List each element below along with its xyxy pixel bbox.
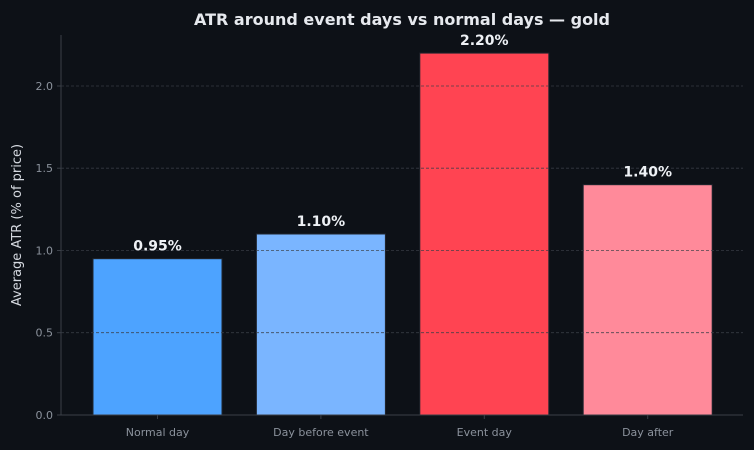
bar-3 (582, 184, 713, 416)
chart-title: ATR around event days vs normal days — g… (194, 10, 610, 29)
y-tick-label-2: 1.0 (36, 245, 54, 258)
y-tick-label-3: 1.5 (36, 162, 54, 175)
x-tick-label-1: Day before event (273, 426, 369, 439)
y-tick-label-1: 0.5 (36, 327, 54, 340)
bar-value-label-1: 1.10% (297, 214, 346, 230)
bar-0 (92, 258, 223, 416)
x-tick-label-2: Event day (457, 426, 513, 439)
bar-1 (255, 233, 386, 416)
bar-2 (419, 52, 550, 416)
bars-layer (92, 52, 713, 416)
x-tick-label-3: Day after (622, 426, 674, 439)
y-tick-label-4: 2.0 (36, 80, 54, 93)
bar-value-label-2: 2.20% (460, 33, 509, 49)
bar-value-label-0: 0.95% (133, 239, 182, 255)
bar-value-label-3: 1.40% (623, 165, 672, 181)
y-axis-label: Average ATR (% of price) (10, 144, 25, 306)
labels-layer: 0.95% 1.10% 2.20% 1.40% (133, 33, 672, 255)
x-tick-label-0: Normal day (126, 426, 190, 439)
axes-layer: 0.0 0.5 1.0 1.5 2.0 Normal day Day before even… (36, 35, 743, 439)
grid-layer (61, 85, 743, 334)
y-tick-label-0: 0.0 (36, 409, 54, 422)
